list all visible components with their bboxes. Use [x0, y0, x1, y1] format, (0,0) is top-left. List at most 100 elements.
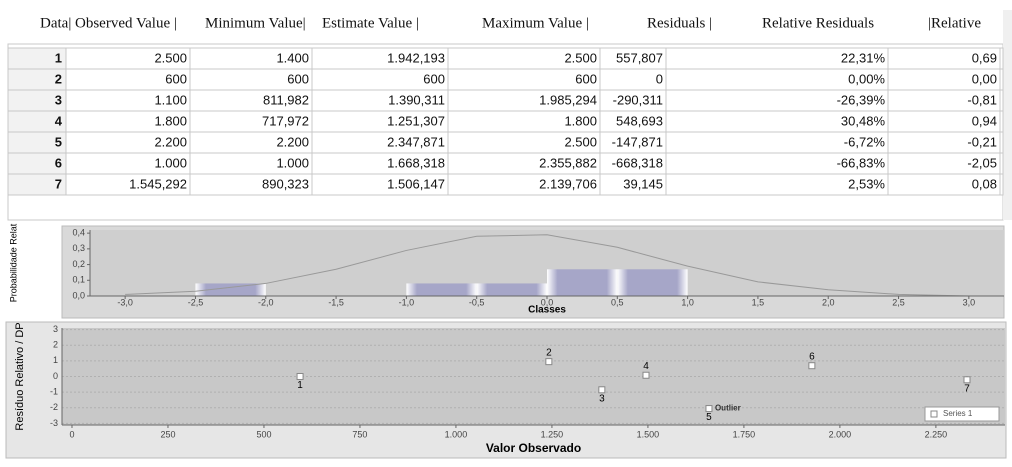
row-number: 2 [55, 71, 62, 86]
x-tick-label: 1.750 [733, 429, 756, 439]
column-header: Residuals | [647, 15, 712, 31]
cell: 22,31% [841, 50, 886, 65]
cell: -668,318 [612, 155, 663, 170]
cell: 600 [423, 71, 445, 86]
y-tick-label: 0,0 [72, 290, 85, 300]
row-number: 4 [55, 113, 63, 128]
cell: 1.668,318 [387, 155, 445, 170]
point [545, 358, 553, 366]
cell: 2.200 [154, 134, 187, 149]
y-tick-label: 0 [53, 371, 58, 381]
legend-label: Series 1 [943, 409, 973, 418]
x-tick-label: 3,0 [963, 297, 976, 307]
cell: 1.100 [154, 92, 187, 107]
y-axis-label: Resíduo Relativo / DP [14, 322, 26, 430]
cell: 1.000 [276, 155, 309, 170]
cell: 811,982 [263, 92, 309, 107]
x-tick-label: -2,0 [258, 297, 274, 307]
column-header: Relative Residuals [762, 15, 874, 31]
x-axis-label: Valor Observado [486, 441, 581, 455]
x-tick-label: -2,5 [188, 297, 204, 307]
row-number: 5 [55, 134, 62, 149]
cell: -66,83% [837, 155, 886, 170]
y-tick-label: 0,2 [72, 259, 85, 269]
y-tick-label: 3 [53, 324, 58, 334]
cell: 1.251,307 [387, 113, 445, 128]
x-tick-label: 0,0 [541, 297, 554, 307]
cell: 2.500 [154, 50, 187, 65]
cell: -0,81 [967, 92, 997, 107]
cell: 1.800 [154, 113, 187, 128]
x-tick-label: 750 [352, 429, 367, 439]
point-label: 2 [546, 347, 552, 358]
cell: -26,39% [837, 92, 886, 107]
x-tick-label: 2.000 [829, 429, 852, 439]
point [808, 362, 816, 370]
point-label: 3 [599, 393, 605, 404]
x-tick-label: 0 [69, 429, 74, 439]
point-label: 1 [297, 380, 303, 391]
column-header: Estimate Value | [322, 15, 419, 31]
x-tick-label: 1.000 [445, 429, 468, 439]
x-tick-label: 1.500 [637, 429, 660, 439]
cell: 0 [656, 71, 663, 86]
cell: 1.506,147 [387, 176, 445, 191]
cell: -6,72% [844, 134, 886, 149]
histogram-bar [195, 283, 266, 296]
x-tick-label: 500 [256, 429, 271, 439]
cell: 2.355,882 [539, 155, 597, 170]
cell: -0,21 [967, 134, 997, 149]
cell: 1.545,292 [129, 176, 187, 191]
cell: 1.400 [276, 50, 309, 65]
cell: 890,323 [262, 176, 309, 191]
cell: 600 [575, 71, 597, 86]
x-tick-label: 2,0 [822, 297, 835, 307]
legend-box [924, 406, 1000, 422]
x-tick-label: -0,5 [469, 297, 485, 307]
x-tick-label: 2.250 [925, 429, 948, 439]
point-label: 4 [643, 361, 649, 372]
point [296, 373, 304, 380]
row-number: 3 [55, 92, 62, 107]
cell: 557,807 [616, 50, 663, 65]
cell: 1.942,193 [387, 50, 445, 65]
density-curve [125, 234, 969, 297]
column-header: Maximum Value | [482, 15, 589, 31]
x-axis-label: Classes [528, 305, 566, 316]
x-tick-label: 1,0 [681, 297, 694, 307]
point [963, 376, 971, 384]
column-header: |Relative [928, 15, 981, 31]
cell: 2.500 [564, 50, 597, 65]
cell: 0,00% [848, 71, 885, 86]
row-number: 6 [55, 155, 62, 170]
row-number: 1 [55, 50, 62, 65]
point-label: 5 [706, 412, 712, 423]
y-tick-label: 0,3 [72, 243, 85, 253]
cell: 39,145 [623, 176, 663, 191]
column-header: Minimum Value| [205, 15, 306, 31]
x-tick-label: -1,5 [328, 297, 344, 307]
scrollbar[interactable] [1003, 10, 1012, 220]
y-tick-label: 0,4 [72, 228, 85, 238]
cell: 1.000 [154, 155, 187, 170]
cell: 1.390,311 [388, 92, 445, 107]
point-label: 6 [809, 351, 815, 362]
x-tick-label: 1,5 [752, 297, 765, 307]
legend-swatch [930, 410, 938, 418]
x-tick-label: -1,0 [399, 297, 415, 307]
histogram-bar [476, 283, 547, 296]
x-tick-label: 250 [160, 429, 175, 439]
y-axis-label: Probabilidade Relat [8, 223, 18, 302]
cell: 2,53% [848, 176, 885, 191]
point [598, 386, 606, 394]
cell: 30,48% [841, 113, 886, 128]
cell: 1.985,294 [539, 92, 597, 107]
point [705, 405, 713, 413]
cell: 0,94 [972, 113, 997, 128]
cell: 600 [165, 71, 187, 86]
y-tick-label: 2 [53, 340, 58, 350]
x-tick-label: 0,5 [611, 297, 624, 307]
y-tick-label: -2 [50, 402, 58, 412]
cell: -147,871 [612, 134, 663, 149]
cell: 2.139,706 [539, 176, 597, 191]
